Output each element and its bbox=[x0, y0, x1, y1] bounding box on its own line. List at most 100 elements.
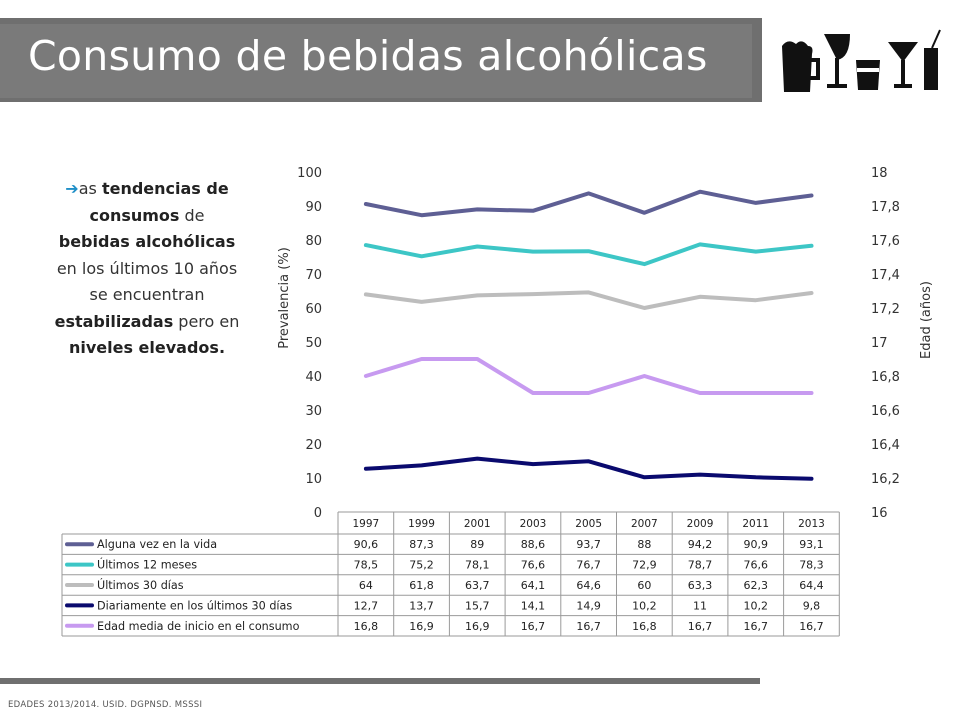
data-label: 16,8 bbox=[354, 620, 379, 633]
legend-label-2: Últimos 12 meses bbox=[97, 559, 197, 572]
data-label: 13,7 bbox=[409, 599, 434, 612]
series-line-2 bbox=[363, 242, 814, 267]
x-tick-label: 1999 bbox=[408, 518, 435, 530]
data-label: 72,9 bbox=[632, 559, 657, 572]
y-tick-label: 70 bbox=[305, 268, 322, 283]
y2-tick-label: 16,6 bbox=[871, 404, 900, 419]
data-label: 78,7 bbox=[688, 559, 713, 572]
y2-tick-label: 18 bbox=[871, 166, 888, 181]
y2-tick-label: 17 bbox=[871, 336, 888, 351]
summary-text-bold-1: tendencias de consumos bbox=[89, 179, 229, 225]
data-label: 60 bbox=[637, 579, 651, 592]
x-tick-label: 2013 bbox=[798, 518, 825, 530]
summary-text: ➔as tendencias de consumos de bebidas al… bbox=[52, 176, 242, 362]
y-tick-label: 90 bbox=[305, 200, 322, 215]
data-label: 78,1 bbox=[465, 559, 490, 572]
y-axis-title: Prevalencia (%) bbox=[277, 247, 292, 349]
data-label: 89 bbox=[470, 538, 484, 551]
data-label: 88 bbox=[637, 538, 651, 551]
data-label: 90,9 bbox=[744, 538, 769, 551]
y-tick-label: 60 bbox=[305, 302, 322, 317]
y2-tick-label: 16,2 bbox=[871, 472, 900, 487]
summary-text-bold-3: estabilizadas bbox=[54, 311, 174, 331]
y-tick-label: 80 bbox=[305, 234, 322, 249]
series-line-3 bbox=[363, 290, 814, 310]
data-label: 64,1 bbox=[521, 579, 546, 592]
data-label: 10,2 bbox=[632, 599, 657, 612]
y2-tick-label: 16 bbox=[871, 506, 888, 521]
legend-label-4: Diariamente en los últimos 30 días bbox=[97, 599, 292, 612]
summary-text-part-3: en los últimos 10 años se encuentran bbox=[56, 258, 238, 305]
data-label: 62,3 bbox=[744, 579, 769, 592]
data-label: 12,7 bbox=[354, 599, 379, 612]
data-label: 64 bbox=[359, 579, 373, 592]
y2-axis-title: Edad (años) bbox=[919, 281, 934, 359]
x-tick-label: 2003 bbox=[520, 518, 547, 530]
data-label: 76,6 bbox=[521, 559, 546, 572]
data-label: 64,4 bbox=[799, 579, 824, 592]
data-label: 78,5 bbox=[354, 559, 379, 572]
x-tick-label: 2001 bbox=[464, 518, 491, 530]
data-label: 11 bbox=[693, 599, 707, 612]
summary-text-part-1: as bbox=[78, 179, 102, 198]
y-tick-label: 100 bbox=[297, 166, 322, 181]
x-tick-label: 2009 bbox=[687, 518, 714, 530]
data-label: 16,9 bbox=[409, 620, 434, 633]
y2-tick-label: 16,4 bbox=[871, 438, 900, 453]
y-tick-label: 40 bbox=[305, 370, 322, 385]
y-tick-label: 0 bbox=[314, 506, 322, 521]
series-line-4 bbox=[363, 456, 814, 481]
data-label: 61,8 bbox=[409, 579, 434, 592]
legend-label-1: Alguna vez en la vida bbox=[97, 538, 217, 551]
summary-text-bold-2: bebidas alcohólicas bbox=[58, 232, 236, 251]
data-label: 94,2 bbox=[688, 538, 713, 551]
y2-tick-label: 16,8 bbox=[871, 370, 900, 385]
summary-text-bold-4: niveles elevados. bbox=[68, 338, 226, 357]
data-label: 16,7 bbox=[521, 620, 546, 633]
y-tick-label: 10 bbox=[305, 472, 322, 487]
y2-tick-label: 17,2 bbox=[871, 302, 900, 317]
arrow-right-icon: ➔ bbox=[65, 179, 79, 198]
y-tick-label: 30 bbox=[305, 404, 322, 419]
data-label: 14,1 bbox=[521, 599, 546, 612]
series-line-1 bbox=[363, 189, 814, 218]
data-label: 16,8 bbox=[632, 620, 657, 633]
summary-text-part-4: pero en bbox=[173, 311, 240, 331]
legend-label-5: Edad media de inicio en el consumo bbox=[97, 620, 300, 633]
data-label: 63,7 bbox=[465, 579, 490, 592]
source-note: EDADES 2013/2014. USID. DGPNSD. MSSSI bbox=[8, 700, 203, 710]
data-label: 16,7 bbox=[799, 620, 824, 633]
page-title: Consumo de bebidas alcohólicas bbox=[28, 32, 708, 80]
summary-text-part-2: de bbox=[179, 205, 205, 225]
data-label: 63,3 bbox=[688, 579, 713, 592]
data-label: 16,7 bbox=[688, 620, 713, 633]
footer-bar bbox=[0, 678, 760, 684]
data-label: 16,7 bbox=[576, 620, 601, 633]
data-label: 93,7 bbox=[576, 538, 601, 551]
y-tick-label: 50 bbox=[305, 336, 322, 351]
data-label: 64,6 bbox=[576, 579, 601, 592]
data-label: 14,9 bbox=[576, 599, 601, 612]
legend-label-3: Últimos 30 días bbox=[97, 579, 184, 592]
y-tick-label: 20 bbox=[305, 438, 322, 453]
data-label: 90,6 bbox=[354, 538, 379, 551]
data-label: 10,2 bbox=[744, 599, 769, 612]
data-label: 93,1 bbox=[799, 538, 824, 551]
data-label: 78,3 bbox=[799, 559, 824, 572]
x-tick-label: 2005 bbox=[575, 518, 602, 530]
x-tick-label: 1997 bbox=[352, 518, 379, 530]
header-bar-inner bbox=[0, 24, 752, 98]
data-label: 88,6 bbox=[521, 538, 546, 551]
data-label: 87,3 bbox=[409, 538, 434, 551]
data-label: 16,9 bbox=[465, 620, 490, 633]
y2-tick-label: 17,4 bbox=[871, 268, 900, 283]
x-tick-label: 2011 bbox=[742, 518, 769, 530]
drinks-logo-icon bbox=[774, 20, 946, 102]
data-label: 76,6 bbox=[744, 559, 769, 572]
series-line-5 bbox=[363, 357, 814, 395]
data-label: 16,7 bbox=[744, 620, 769, 633]
data-label: 75,2 bbox=[409, 559, 434, 572]
data-label: 9,8 bbox=[803, 599, 821, 612]
data-label: 76,7 bbox=[576, 559, 601, 572]
